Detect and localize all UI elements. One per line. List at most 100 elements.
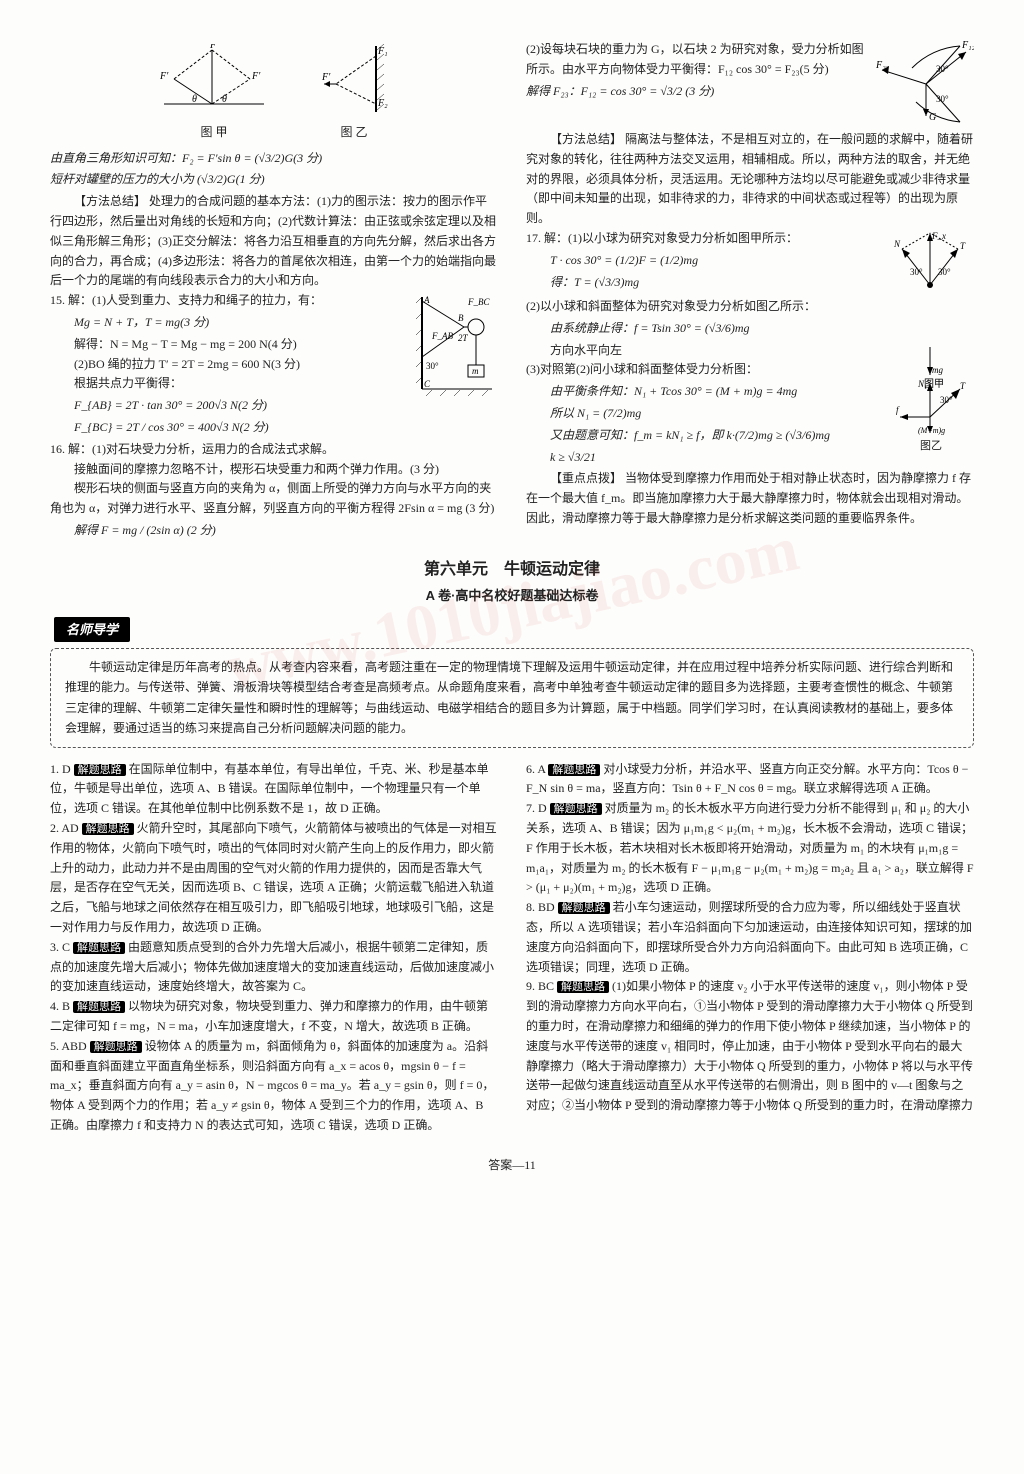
q17-head: 17. 解：(1)以小球为研究对象受力分析如图甲所示： [526, 229, 878, 249]
q15-diagram: A B C F_BC F_AB 2T 30° m [408, 291, 498, 440]
ans8: 8. BD 解题思路 若小车匀速运动，则摆球所受的合力应为零，所以细线处于竖直状… [526, 898, 974, 977]
q17-j: k ≥ √3/21 [526, 448, 878, 468]
svg-text:F: F [209, 44, 217, 51]
q17-e: 方向水平向左 [526, 341, 878, 361]
svg-text:N: N [893, 239, 901, 249]
q16-b: 楔形石块的侧面与竖直方向的夹角为 α，侧面上所受的弹力方向与水平方向的夹角也为 … [50, 479, 498, 519]
left-column: F F′ F′ θ θ 图 甲 [50, 40, 498, 543]
svg-text:T: T [960, 241, 966, 251]
svg-text:B: B [458, 313, 464, 323]
q15-c: (2)BO 绳的拉力 T′ = 2T = 2mg = 600 N(3 分) [50, 355, 398, 375]
q16-head: 16. 解：(1)对石块受力分析，运用力的合成法式求解。 [50, 440, 498, 460]
fig-yi-caption: 图 乙 [314, 123, 394, 143]
q17-c: (2)以小球和斜面整体为研究对象受力分析如图乙所示： [526, 297, 974, 317]
svg-text:30°: 30° [936, 94, 949, 104]
ans4: 4. B 解题思路 以物块为研究对象，物块受到重力、弹力和摩擦力的作用，由牛顿第… [50, 997, 498, 1037]
ans7: 7. D 解题思路 对质量为 m₂ 的长木板水平方向进行受力分析不能得到 μ₁ … [526, 799, 974, 898]
answers-columns: 1. D 解题思路 在国际单位制中，有基本单位，有导出单位，千克、米、秒是基本单… [50, 760, 974, 1136]
unit6-subtitle: A 卷·高中名校好题基础达标卷 [50, 585, 974, 606]
ans5-num: 5. ABD [50, 1039, 87, 1053]
ans2-num: 2. AD [50, 821, 79, 835]
ans4-num: 4. B [50, 999, 70, 1013]
svg-text:F₂₃: F₂₃ [875, 60, 890, 71]
q17-h: 所以 N₁ = (7/2)mg [526, 404, 878, 424]
ans5-label: 解题思路 [90, 1041, 142, 1053]
upper-columns: F F′ F′ θ θ 图 甲 [50, 40, 974, 543]
ans2: 2. AD 解题思路 火箭升空时，其尾部向下喷气，火箭箭体与被喷出的气体是一对相… [50, 819, 498, 938]
ans1: 1. D 解题思路 在国际单位制中，有基本单位，有导出单位，千克、米、秒是基本单… [50, 760, 498, 819]
ball-yi-diagram: mg 图甲 N₁ T f 30° [888, 317, 974, 470]
ans7-text: 对质量为 m₂ 的长木板水平方向进行受力分析不能得到 μ₁ 和 μ₂ 的大小关系… [526, 801, 974, 894]
answers-right-col: 6. A 解题思路 对小球受力分析，并沿水平、竖直方向正交分解。水平方向：Tco… [526, 760, 974, 1136]
svg-text:C: C [424, 379, 431, 389]
ans6: 6. A 解题思路 对小球受力分析，并沿水平、竖直方向正交分解。水平方向：Tco… [526, 760, 974, 800]
svg-text:2T: 2T [458, 333, 469, 343]
q15-a: Mg = N + T，T = mg(3 分) [50, 313, 398, 333]
f12-diagram: F₁₂ F₂₃ G 30° 30° [874, 40, 974, 130]
ans1-label: 解题思路 [74, 764, 126, 776]
q17-part1: 17. 解：(1)以小球为研究对象受力分析如图甲所示： T · cos 30° … [526, 229, 974, 297]
figure-yi: F₁ F₂ F′ 图 乙 [314, 44, 394, 143]
q17-g: 由平衡条件知：N₁ + Tcos 30° = (M + m)g = 4mg [526, 382, 878, 402]
svg-text:(M+m)g: (M+m)g [918, 426, 945, 435]
svg-text:F_x: F_x [931, 231, 946, 241]
q16-c: 解得 F = mg / (2sin α) (2 分) [50, 521, 498, 541]
ans3-label: 解题思路 [73, 942, 125, 954]
svg-text:mg: mg [932, 365, 943, 375]
q17-d: 由系统静止得：f = Tsin 30° = (√3/6)mg [526, 319, 878, 339]
fig-jia-caption: 图 甲 [154, 123, 274, 143]
svg-text:f: f [896, 405, 900, 415]
ball-jia-diagram: F_x N T 30° 30° [888, 229, 974, 297]
ans8-label: 解题思路 [558, 902, 610, 914]
answers-left-col: 1. D 解题思路 在国际单位制中，有基本单位，有导出单位，千克、米、秒是基本单… [50, 760, 498, 1136]
svg-text:30°: 30° [940, 395, 953, 405]
r1: 解得 F₂₃：F₁₂ = cos 30° = √3/2 (3 分) [526, 82, 864, 102]
unit6-title: 第六单元 牛顿运动定律 [50, 557, 974, 583]
svg-text:F₂: F₂ [377, 98, 388, 109]
q17-part2: 由系统静止得：f = Tsin 30° = (√3/6)mg 方向水平向左 (3… [526, 317, 974, 470]
tip-text: 牛顿运动定律是历年高考的热点。从考查内容来看，高考题注重在一定的物理情境下理解及… [65, 657, 959, 739]
q16-a: 接触面间的摩擦力忽略不计，楔形石块受重力和两个弹力作用。(3 分) [50, 460, 498, 480]
q15-block: 15. 解：(1)人受到重力、支持力和绳子的拉力，有： Mg = N + T，T… [50, 291, 498, 440]
ans7-num: 7. D [526, 801, 547, 815]
svg-text:A: A [423, 295, 430, 305]
ans9: 9. BC 解题思路 (1)如果小物体 P 的速度 v₂ 小于水平传送带的速度 … [526, 977, 974, 1116]
q17-k: 【重点点拨】 当物体受到摩擦力作用而处于相对静止状态时，因为静摩擦力 f 存在一… [526, 469, 974, 528]
q17-a: T · cos 30° = (1/2)F = (1/2)mg [526, 251, 878, 271]
svg-text:F′: F′ [159, 71, 169, 82]
q15-head: 15. 解：(1)人受到重力、支持力和绳子的拉力，有： [50, 291, 398, 311]
ans2-text: 火箭升空时，其尾部向下喷气，火箭箭体与被喷出的气体是一对相互作用的物体，火箭向下… [50, 821, 497, 934]
method-summary-right: 【方法总结】 隔离法与整体法，不是相互对立的，在一般问题的求解中，随着研究对象的… [526, 130, 974, 229]
q17-f: (3)对照第(2)问小球和斜面整体受力分析图： [526, 360, 878, 380]
ans3: 3. C 解题思路 由题意知质点受到的合外力先增大后减小，根据牛顿第二定律知，质… [50, 938, 498, 997]
figure-row-1: F F′ F′ θ θ 图 甲 [50, 44, 498, 143]
svg-text:F′: F′ [321, 72, 331, 83]
ans7-label: 解题思路 [550, 803, 602, 815]
svg-text:F_AB: F_AB [431, 331, 453, 341]
page-footer: 答案—11 [50, 1156, 974, 1176]
eq-l1: 短杆对罐壁的压力的大小为 (√3/2)G(1 分) [50, 170, 498, 190]
right-column: (2)设每块石块的重力为 G，以石块 2 为研究对象，受力分析如图所示。由水平方… [526, 40, 974, 543]
tip-box: 牛顿运动定律是历年高考的热点。从考查内容来看，高考题注重在一定的物理情境下理解及… [50, 648, 974, 748]
q15-d: 根据共点力平衡得： [50, 374, 398, 394]
svg-text:F′: F′ [251, 71, 261, 82]
q15-e: F_{AB} = 2T · tan 30° = 200√3 N(2 分) [50, 396, 398, 416]
ans1-num: 1. D [50, 762, 71, 776]
svg-text:F_BC: F_BC [467, 297, 490, 307]
teacher-tag: 名师导学 [54, 617, 130, 642]
ans6-num: 6. A [526, 762, 545, 776]
svg-text:30°: 30° [938, 267, 951, 277]
q17-b: 得：T = (√3/3)mg [526, 273, 878, 293]
q15-b: 解得：N = Mg − T = Mg − mg = 200 N(4 分) [50, 335, 398, 355]
svg-text:F₁: F₁ [377, 46, 388, 57]
r0: (2)设每块石块的重力为 G，以石块 2 为研究对象，受力分析如图所示。由水平方… [526, 40, 864, 80]
svg-text:m: m [472, 366, 479, 376]
svg-text:θ: θ [222, 94, 227, 105]
ans6-label: 解题思路 [548, 764, 600, 776]
q15-f: F_{BC} = 2T / cos 30° = 400√3 N(2 分) [50, 418, 398, 438]
r-part2: (2)设每块石块的重力为 G，以石块 2 为研究对象，受力分析如图所示。由水平方… [526, 40, 974, 130]
ball-yi-caption: 图乙 [888, 437, 974, 455]
q17-i: 又由题意可知：f_m = kN₁ ≥ f，即 k·(7/2)mg ≥ (√3/6… [526, 426, 878, 446]
ans8-num: 8. BD [526, 900, 555, 914]
ans9-num: 9. BC [526, 979, 554, 993]
